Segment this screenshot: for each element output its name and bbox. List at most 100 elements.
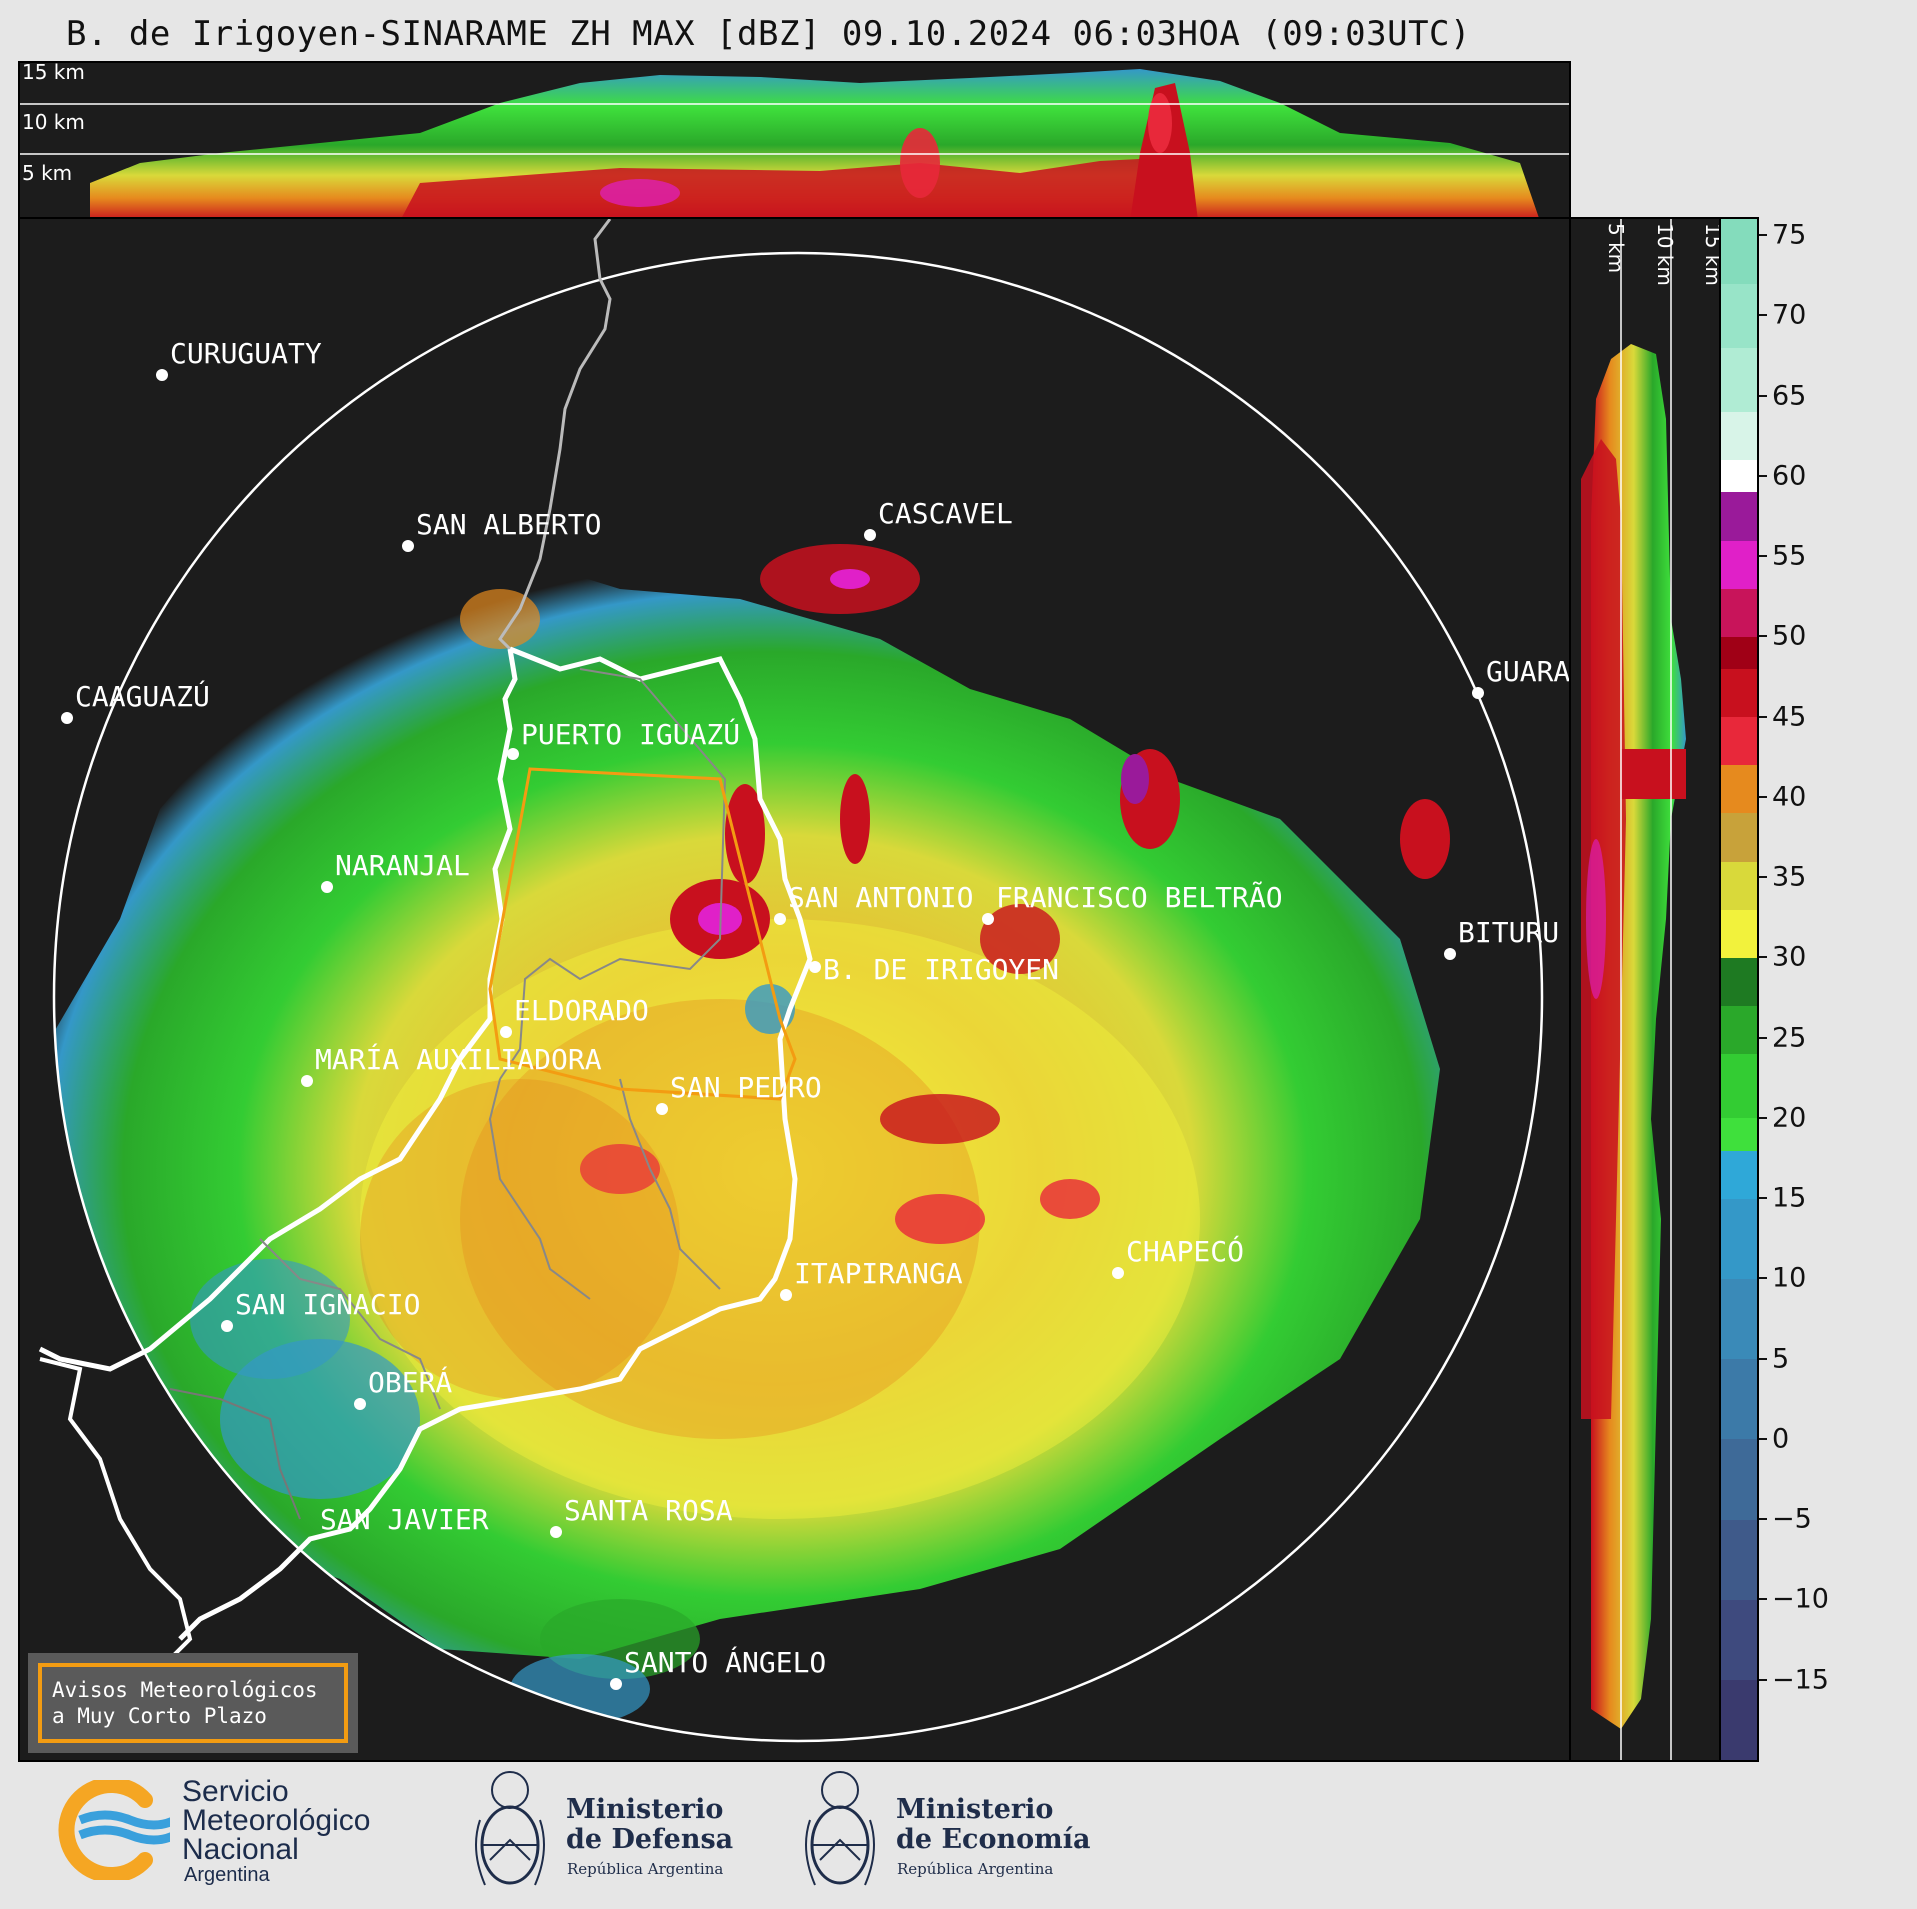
- colorbar-band: [1721, 668, 1757, 718]
- colorbar-tick-label: 65: [1772, 380, 1807, 412]
- colorbar-band: [1721, 1005, 1757, 1055]
- colorbar-tick: [1759, 1678, 1767, 1681]
- economia-line-1: Ministerio: [896, 1794, 1054, 1825]
- city-dot: [610, 1678, 622, 1690]
- city-marker[interactable]: SAN JAVIER: [320, 1503, 489, 1536]
- city-marker[interactable]: CASCAVEL: [864, 497, 1013, 541]
- smn-logo-icon: [58, 1780, 170, 1880]
- city-marker[interactable]: SAN ALBERTO: [402, 508, 601, 552]
- side-label-15km: 15 km: [1701, 223, 1721, 286]
- colorbar-band: [1721, 540, 1757, 589]
- city-marker[interactable]: SANTO ÁNGELO: [610, 1645, 826, 1690]
- city-label: CHAPECÓ: [1126, 1234, 1244, 1268]
- range-ring: [52, 251, 1544, 1743]
- city-dot: [402, 540, 414, 552]
- city-marker[interactable]: CHAPECÓ: [1112, 1234, 1244, 1279]
- border-argentina-west: [38, 648, 518, 1372]
- colorbar-band: [1721, 1519, 1757, 1600]
- colorbar-band: [1721, 347, 1757, 413]
- colorbar-tick: [1759, 314, 1767, 317]
- defensa-subtitle: República Argentina: [567, 1860, 724, 1878]
- city-label: FRANCISCO BELTRÃO: [996, 881, 1283, 914]
- avisos-box[interactable]: Avisos Meteorológicos a Muy Corto Plazo: [28, 1653, 358, 1753]
- defensa-line-1: Ministerio: [566, 1794, 724, 1825]
- side-label-10km: 10 km: [1653, 223, 1677, 286]
- colorbar-tick: [1759, 1357, 1767, 1360]
- avisos-line-2: a Muy Corto Plazo: [52, 1704, 267, 1728]
- city-dot: [507, 748, 519, 760]
- city-marker[interactable]: ELDORADO: [500, 994, 649, 1038]
- avisos-border: Avisos Meteorológicos a Muy Corto Plazo: [38, 1663, 348, 1743]
- city-dot: [774, 913, 786, 925]
- city-dot: [1112, 1267, 1124, 1279]
- city-dot: [221, 1320, 233, 1332]
- city-dot: [809, 961, 821, 973]
- warning-polygon[interactable]: [488, 767, 797, 1101]
- city-label: NARANJAL: [335, 849, 470, 882]
- city-dot: [656, 1103, 668, 1115]
- city-label: SAN IGNACIO: [235, 1288, 420, 1321]
- city-marker[interactable]: SAN ANTONIO: [774, 881, 973, 925]
- colorbar-tick: [1759, 234, 1767, 237]
- top-label-15km: 15 km: [22, 61, 85, 84]
- city-label: PUERTO IGUAZÚ: [521, 717, 740, 751]
- colorbar-tick: [1759, 1598, 1767, 1601]
- city-marker[interactable]: CURUGUATY: [156, 337, 322, 381]
- colorbar-tick-label: −10: [1772, 1583, 1829, 1615]
- city-marker[interactable]: SAN PEDRO: [656, 1071, 822, 1115]
- colorbar-tick: [1759, 715, 1767, 718]
- colorbar-band: [1721, 588, 1757, 637]
- city-marker[interactable]: CAAGUAZÚ: [61, 679, 210, 724]
- city-marker[interactable]: B. DE IRIGOYEN: [809, 953, 1059, 986]
- colorbar-band: [1721, 1599, 1757, 1681]
- colorbar-tick-label: 30: [1772, 941, 1807, 973]
- city-marker[interactable]: OBERÁ: [354, 1365, 452, 1410]
- colorbar-tick-label: 25: [1772, 1022, 1807, 1054]
- top-cross-section-panel: 15 km 10 km 5 km: [18, 61, 1571, 219]
- city-marker[interactable]: PUERTO IGUAZÚ: [507, 717, 740, 760]
- top-label-10km: 10 km: [22, 110, 85, 134]
- colorbar-tick-label: 5: [1772, 1343, 1790, 1375]
- city-marker[interactable]: NARANJAL: [321, 849, 470, 893]
- colorbar-band: [1721, 1278, 1757, 1360]
- colorbar-tick-label: 10: [1772, 1262, 1807, 1294]
- defensa-line-2: de Defensa: [566, 1824, 734, 1855]
- top-cross-section-plot: [20, 69, 1569, 217]
- top-profile-tower-core: [1148, 93, 1172, 153]
- colorbar-tick-label: 20: [1772, 1102, 1807, 1134]
- city-dot: [550, 1526, 562, 1538]
- city-label: CAAGUAZÚ: [75, 679, 210, 713]
- city-marker[interactable]: MARÍA AUXILIADORA: [301, 1042, 602, 1087]
- radar-map-panel[interactable]: CURUGUATY SAN ALBERTO CASCAVEL CAAGUAZÚ GUAR…: [18, 217, 1571, 1762]
- colorbar-band: [1721, 491, 1757, 541]
- city-dot: [321, 881, 333, 893]
- colorbar-tick: [1759, 1116, 1767, 1119]
- city-dot: [500, 1026, 512, 1038]
- colorbar-tick: [1759, 876, 1767, 879]
- colorbar-tick: [1759, 1518, 1767, 1521]
- colorbar-band: [1721, 861, 1757, 910]
- city-marker[interactable]: SANTA ROSA: [550, 1494, 733, 1538]
- city-label: CURUGUATY: [170, 337, 322, 370]
- city-marker[interactable]: FRANCISCO BELTRÃO: [982, 881, 1283, 925]
- colorbar-tick-label: 60: [1772, 460, 1807, 492]
- city-marker[interactable]: BITURU: [1444, 916, 1559, 960]
- colorbar-tick-label: −5: [1772, 1503, 1812, 1535]
- colorbar-tick-label: 50: [1772, 620, 1807, 652]
- city-label: MARÍA AUXILIADORA: [315, 1042, 602, 1076]
- colorbar-band: [1721, 411, 1757, 461]
- city-label: GUARA: [1486, 655, 1570, 688]
- colorbar-band: [1721, 716, 1757, 766]
- colorbar: [1719, 217, 1759, 1762]
- city-marker[interactable]: SAN IGNACIO: [221, 1288, 420, 1332]
- colorbar-band: [1721, 1198, 1757, 1279]
- colorbar-tick-label: 40: [1772, 781, 1807, 813]
- colorbar-band: [1721, 957, 1757, 1007]
- colorbar-tick: [1759, 394, 1767, 397]
- side-cross-section-plot: [1581, 219, 1686, 1760]
- colorbar-band: [1721, 1438, 1757, 1520]
- smn-name: Servicio Meteorológico Nacional: [182, 1775, 371, 1866]
- side-cross-section-panel: 5 km 10 km 15 km: [1569, 217, 1721, 1762]
- city-marker[interactable]: GUARA: [1472, 655, 1570, 699]
- city-marker[interactable]: ITAPIRANGA: [780, 1257, 963, 1301]
